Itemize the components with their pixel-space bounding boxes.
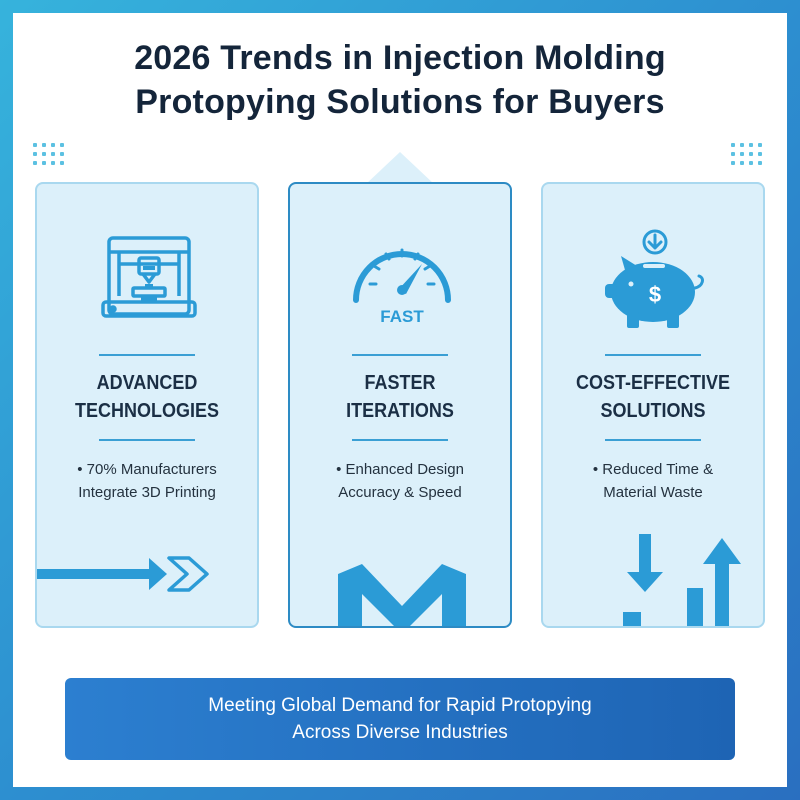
- card-heading-line-1: COST-EFFECTIVE: [575, 372, 731, 394]
- heading-rule-bottom: [352, 439, 448, 441]
- card-bullet-line-2: Integrate 3D Printing: [78, 484, 216, 501]
- piggy-bank-dollar-icon: $: [543, 226, 763, 336]
- dot-grid-left-icon: [33, 143, 64, 171]
- card-heading-line-2: TECHNOLOGIES: [74, 400, 220, 422]
- card-heading-line-1: FASTER: [364, 372, 436, 394]
- card-bullet: • Reduced Time & Material Waste: [543, 458, 763, 504]
- down-up-arrows-icon: [543, 514, 763, 626]
- card-heading: ADVANCED TECHNOLOGIES: [48, 369, 246, 425]
- page-title: 2026 Trends in Injection Molding Protopy…: [40, 36, 760, 124]
- footer-line-2: Across Diverse Industries: [292, 722, 508, 743]
- middle-card-notch: [366, 152, 434, 184]
- card-bullet: • 70% Manufacturers Integrate 3D Printin…: [37, 458, 257, 504]
- heading-rule-top: [99, 354, 195, 356]
- m-shape-graphic: [290, 514, 510, 626]
- card-bullet-line-1: • Enhanced Design: [336, 461, 464, 478]
- card-heading-line-1: ADVANCED: [96, 372, 198, 394]
- 3d-printer-icon: [37, 226, 257, 336]
- footer-line-1: Meeting Global Demand for Rapid Protopyi…: [208, 695, 592, 716]
- footer-text: Meeting Global Demand for Rapid Protopyi…: [65, 692, 735, 746]
- card-bullet-line-1: • 70% Manufacturers: [77, 461, 217, 478]
- heading-rule-top: [352, 354, 448, 356]
- heading-rule-top: [605, 354, 701, 356]
- arrow-right-icon: [37, 514, 257, 626]
- heading-rule-bottom: [99, 439, 195, 441]
- card-bullet-line-1: • Reduced Time &: [592, 461, 714, 478]
- heading-rule-bottom: [605, 439, 701, 441]
- title-line-1: 2026 Trends in Injection Molding: [134, 39, 666, 77]
- card-bullet-line-2: Accuracy & Speed: [338, 484, 462, 501]
- card-advanced-technologies: ADVANCED TECHNOLOGIES • 70% Manufacturer…: [35, 182, 259, 628]
- card-heading: FASTER ITERATIONS: [301, 369, 499, 425]
- card-bullet-line-2: Material Waste: [603, 484, 703, 501]
- svg-text:$: $: [649, 282, 661, 307]
- title-line-2: Protopying Solutions for Buyers: [135, 83, 665, 121]
- card-cost-effective-solutions: $ COST-EFFECTIVE SOLUTIONS • Reduced Tim…: [541, 182, 765, 628]
- card-bullet: • Enhanced Design Accuracy & Speed: [290, 458, 510, 504]
- speedometer-label: FAST: [380, 307, 424, 326]
- card-heading-line-2: ITERATIONS: [346, 400, 454, 422]
- card-heading: COST-EFFECTIVE SOLUTIONS: [554, 369, 752, 425]
- footer-banner: Meeting Global Demand for Rapid Protopyi…: [65, 678, 735, 760]
- dot-grid-right-icon: [731, 143, 762, 171]
- page-canvas: 2026 Trends in Injection Molding Protopy…: [13, 13, 787, 787]
- speedometer-icon: FAST: [290, 226, 510, 336]
- card-heading-line-2: SOLUTIONS: [600, 400, 706, 422]
- card-faster-iterations: FAST FASTER ITERATIONS • Enhanced Design…: [288, 182, 512, 628]
